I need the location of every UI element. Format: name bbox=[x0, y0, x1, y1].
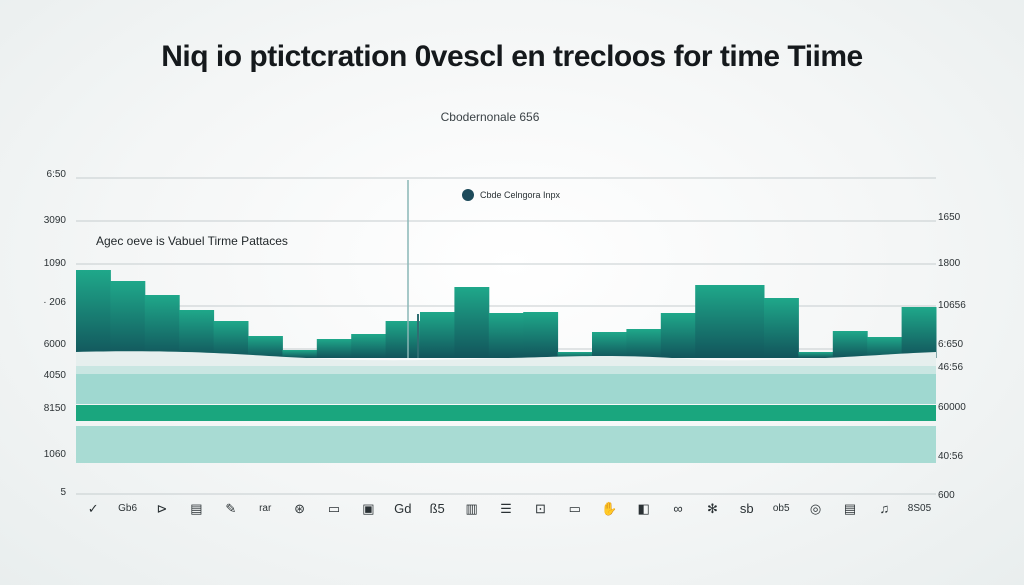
tablet-icon: ▤ bbox=[843, 501, 857, 516]
doc-icon: ▥ bbox=[465, 501, 478, 516]
wave-icon: rar bbox=[259, 503, 272, 514]
bar bbox=[76, 270, 111, 358]
bar bbox=[454, 287, 490, 358]
bar bbox=[488, 313, 524, 358]
bar bbox=[557, 352, 593, 358]
bar bbox=[144, 295, 180, 358]
text-icon: Gb6 bbox=[118, 503, 138, 514]
chart-icon: ⊡ bbox=[534, 501, 546, 516]
left-tick-label: 6:50 bbox=[46, 169, 66, 180]
left-tick-label: 8150 bbox=[43, 403, 66, 414]
legend-label: Cbde Celngora Inpx bbox=[480, 190, 561, 200]
left-tick-label: 1060 bbox=[43, 449, 66, 460]
right-tick-label: 10656 bbox=[938, 300, 966, 311]
band-3 bbox=[76, 426, 936, 463]
text-icon: 8S05 bbox=[907, 503, 932, 514]
left-tick-label: · 206 bbox=[43, 297, 66, 308]
flag-icon: ⊳ bbox=[156, 501, 168, 516]
bulb-icon: ⊛ bbox=[294, 501, 306, 516]
bar bbox=[832, 331, 868, 358]
bar bbox=[385, 321, 421, 358]
book-icon: ▣ bbox=[362, 501, 375, 516]
band-1 bbox=[76, 374, 936, 404]
right-tick-label: 46:56 bbox=[938, 362, 964, 373]
bar bbox=[798, 352, 834, 358]
bar bbox=[248, 336, 283, 358]
phone-icon: ◎ bbox=[809, 501, 822, 516]
bar bbox=[729, 285, 765, 358]
left-tick-label: 5 bbox=[60, 487, 66, 498]
link-icon: ∞ bbox=[673, 501, 683, 516]
hands-icon: ✋ bbox=[601, 501, 618, 516]
screen-icon: ▭ bbox=[327, 501, 341, 516]
left-tick-label: 3090 bbox=[43, 215, 66, 226]
bar bbox=[420, 312, 455, 358]
left-tick-label: 4050 bbox=[43, 370, 66, 381]
bar bbox=[351, 334, 387, 358]
doc-icon: ▤ bbox=[190, 501, 203, 516]
bar bbox=[282, 350, 318, 358]
bar bbox=[592, 332, 627, 358]
chart-title: Niq io ptictcration 0vescl en treclоos f… bbox=[161, 40, 863, 73]
right-tick-label: 40:56 bbox=[938, 451, 964, 462]
pen-icon: ✓ bbox=[87, 501, 99, 516]
band-2 bbox=[76, 405, 936, 421]
bar bbox=[179, 310, 215, 358]
left-tick-label: 1090 bbox=[43, 258, 66, 269]
bar bbox=[110, 281, 146, 358]
right-tick-label: 600 bbox=[938, 490, 955, 501]
left-tick-label: 6000 bbox=[43, 339, 66, 350]
right-tick-label: 1650 bbox=[938, 212, 961, 223]
icon-row: ✓ Gb6 ⊳ ▤ ✎ rar ⊛ ▭ ▣ Gd ß5 ▥ ☰ ⊡ ▭ ✋ ◧ ∞ ✻ sb ob5 ◎ ▤ ♫ 8S05 bbox=[76, 498, 936, 522]
monitor-icon: ▭ bbox=[568, 501, 581, 516]
text-icon: ß5 bbox=[429, 501, 445, 516]
music-icon: ♫ bbox=[879, 501, 890, 516]
bar bbox=[660, 313, 696, 358]
legend-swatch bbox=[462, 189, 474, 201]
code-icon: Gd bbox=[394, 501, 412, 516]
band-0 bbox=[76, 366, 936, 374]
bar bbox=[213, 321, 249, 358]
bar bbox=[523, 312, 559, 358]
bar bbox=[901, 307, 937, 358]
bar bbox=[867, 337, 903, 358]
chart-annotation: Agec oeve is Vabuel Tirme Pattaces bbox=[96, 234, 288, 248]
chart-subtitle: Cbodernonale 656 bbox=[440, 110, 540, 124]
right-tick-label: 6:650 bbox=[938, 339, 964, 350]
right-tick-label: 60000 bbox=[938, 402, 966, 413]
list-icon: ☰ bbox=[500, 501, 512, 516]
baseline-wave bbox=[76, 351, 936, 368]
pencil-icon: ✎ bbox=[225, 501, 237, 516]
phone-icon: ◧ bbox=[637, 501, 650, 516]
chart-legend: Cbde Celngora Inpx bbox=[462, 189, 560, 201]
music-icon: sb bbox=[739, 501, 754, 516]
right-tick-label: 1800 bbox=[938, 258, 961, 269]
gear-icon: ✻ bbox=[706, 501, 718, 516]
bar bbox=[316, 339, 352, 358]
bar bbox=[695, 285, 731, 358]
bar bbox=[626, 329, 662, 358]
bar bbox=[764, 298, 799, 358]
text-icon: ob5 bbox=[772, 503, 790, 514]
